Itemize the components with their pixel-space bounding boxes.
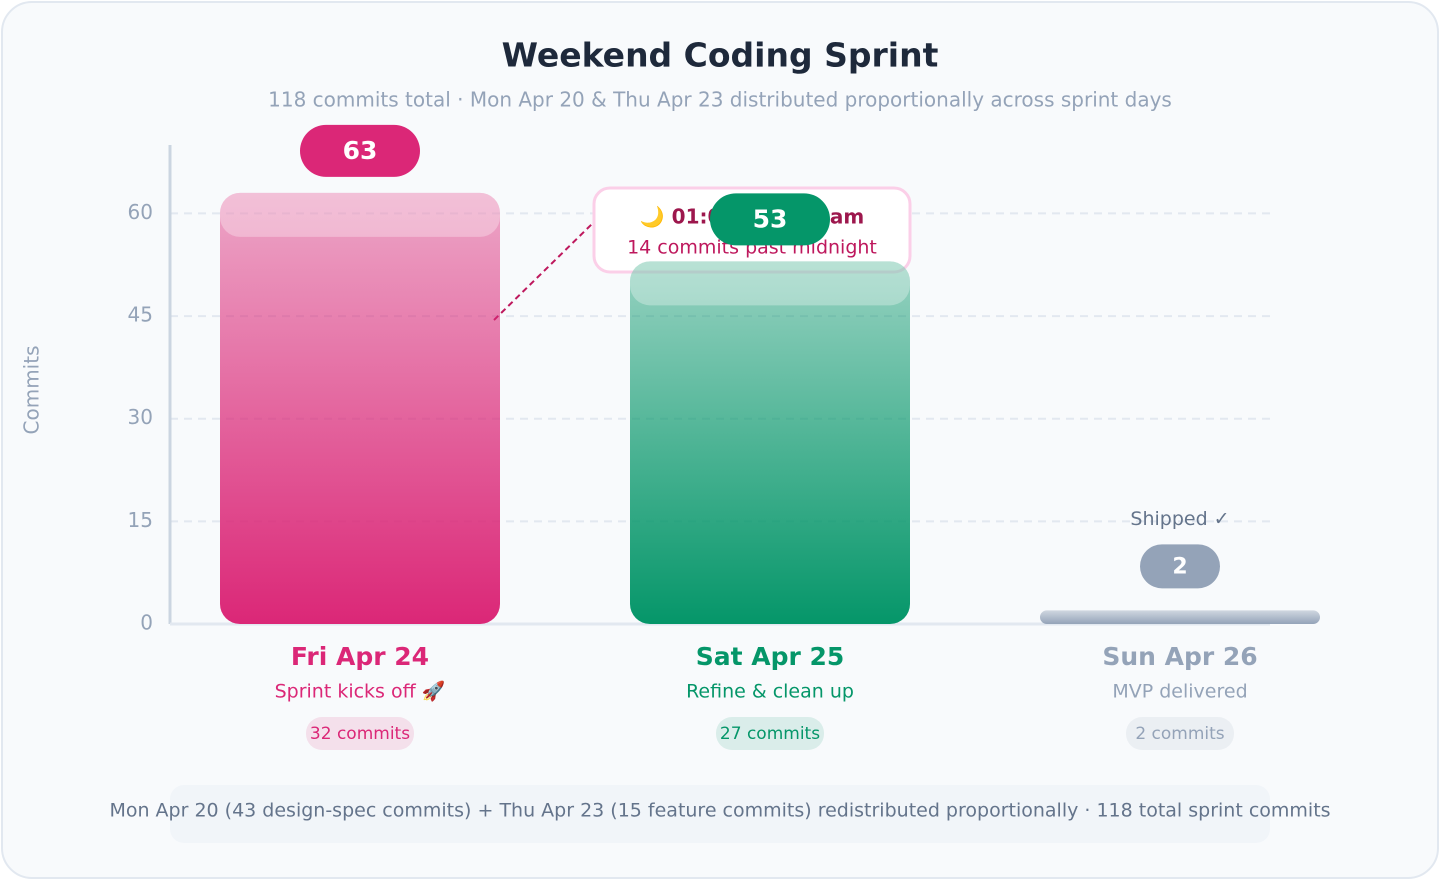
footnote: Mon Apr 20 (43 design-spec commits) + Th… <box>109 800 1330 822</box>
bar-annotation: Shipped ✓ <box>1130 508 1229 530</box>
x-tick-label: Sat Apr 25 <box>696 642 845 671</box>
y-tick-label: 0 <box>140 611 153 635</box>
x-tick-label: Sun Apr 26 <box>1102 642 1257 671</box>
bar-highlight <box>630 261 910 306</box>
commit-pill <box>306 717 414 750</box>
value-label: 63 <box>343 136 378 165</box>
y-tick-label: 15 <box>128 508 153 532</box>
value-pill <box>300 124 420 177</box>
commit-label: 2 commits <box>1135 724 1224 744</box>
bar <box>1040 610 1320 624</box>
commit-label: 32 commits <box>310 724 410 744</box>
commit-label: 27 commits <box>720 724 820 744</box>
value-label: 2 <box>1172 554 1187 579</box>
bar <box>630 261 910 624</box>
bar <box>220 192 500 624</box>
category-note: Refine & clean up <box>686 681 854 703</box>
value-pill <box>1140 544 1220 589</box>
y-tick-label: 60 <box>128 200 153 224</box>
y-axis-label: Commits <box>20 346 44 435</box>
category-note: Sprint kicks off 🚀 <box>275 680 446 703</box>
chart-title: Weekend Coding Sprint <box>502 36 939 75</box>
callout-leader <box>493 221 595 321</box>
y-tick-label: 45 <box>128 303 153 327</box>
y-tick-label: 30 <box>128 405 153 429</box>
value-label: 53 <box>753 204 788 233</box>
footnote-box <box>170 785 1270 843</box>
bar-highlight <box>220 192 500 237</box>
x-tick-label: Fri Apr 24 <box>291 642 429 671</box>
commit-pill <box>1126 717 1234 750</box>
value-pill <box>710 193 830 246</box>
category-note: MVP delivered <box>1112 681 1247 703</box>
chart-subtitle: 118 commits total · Mon Apr 20 & Thu Apr… <box>268 88 1172 112</box>
commit-pill <box>716 717 824 750</box>
